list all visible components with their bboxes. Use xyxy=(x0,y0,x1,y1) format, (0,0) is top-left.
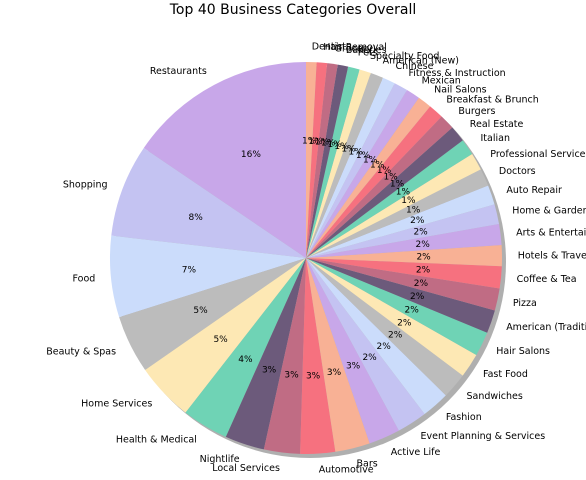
category-label-dentists: Dentists xyxy=(312,41,351,52)
category-label-pizza: Pizza xyxy=(513,298,537,309)
category-label-doctors: Doctors xyxy=(499,166,536,177)
pct-label-hair-salons: 2% xyxy=(405,306,420,316)
pct-label-arts-entertainment: 2% xyxy=(416,240,431,250)
pct-label-restaurants: 16% xyxy=(241,150,261,160)
category-label-hair-salons: Hair Salons xyxy=(496,346,550,357)
category-label-hotels-travel: Hotels & Travel xyxy=(518,251,586,262)
pct-label-home-garden: 2% xyxy=(413,228,428,238)
category-label-auto-repair: Auto Repair xyxy=(506,185,562,196)
pct-label-automotive: 3% xyxy=(306,371,321,381)
category-label-burgers: Burgers xyxy=(458,106,495,117)
category-label-fashion: Fashion xyxy=(446,412,482,423)
pct-label-doctors: 1% xyxy=(406,206,421,216)
pie-slices xyxy=(110,62,502,454)
category-label-italian: Italian xyxy=(481,133,510,144)
category-label-home-services: Home Services xyxy=(81,399,152,410)
pct-label-fast-food: 2% xyxy=(397,319,412,329)
pct-label-american-traditional: 2% xyxy=(410,292,425,302)
category-label-fast-food: Fast Food xyxy=(483,369,528,380)
pct-label-nightlife: 3% xyxy=(262,366,277,376)
category-label-health-medical: Health & Medical xyxy=(116,434,197,445)
category-label-restaurants: Restaurants xyxy=(150,66,207,77)
category-label-event-planning-services: Event Planning & Services xyxy=(421,431,546,442)
category-label-bars: Bars xyxy=(357,459,378,470)
pct-label-active-life: 3% xyxy=(346,362,361,372)
category-label-american-traditional: American (Traditional) xyxy=(506,322,586,333)
category-label-local-services: Local Services xyxy=(212,463,280,474)
pct-label-shopping: 8% xyxy=(189,213,204,223)
chart-title: Top 40 Business Categories Overall xyxy=(169,2,416,18)
pct-label-auto-repair: 2% xyxy=(410,216,425,226)
pct-label-dentists: 1% xyxy=(302,136,317,146)
category-label-shopping: Shopping xyxy=(63,179,108,190)
pct-label-pizza: 2% xyxy=(414,279,429,289)
category-label-coffee-tea: Coffee & Tea xyxy=(517,274,577,285)
category-label-sandwiches: Sandwiches xyxy=(467,391,523,402)
pct-label-health-medical: 4% xyxy=(238,355,253,365)
category-label-professional-services: Professional Services xyxy=(490,149,586,160)
pct-label-bars: 3% xyxy=(327,368,342,378)
pct-label-local-services: 3% xyxy=(284,371,299,381)
category-label-active-life: Active Life xyxy=(391,447,441,458)
category-label-breakfast-brunch: Breakfast & Brunch xyxy=(446,95,538,106)
pct-label-hotels-travel: 2% xyxy=(416,253,431,263)
category-label-real-estate: Real Estate xyxy=(470,119,524,130)
pct-label-coffee-tea: 2% xyxy=(416,266,431,276)
pct-label-professional-services: 1% xyxy=(401,196,416,206)
category-label-beauty-spas: Beauty & Spas xyxy=(46,347,116,358)
pct-label-sandwiches: 2% xyxy=(388,331,403,341)
category-label-food: Food xyxy=(73,273,96,284)
category-label-home-garden: Home & Garden xyxy=(512,206,586,217)
pct-label-event-planning-services: 2% xyxy=(362,353,377,363)
pct-label-food: 7% xyxy=(182,265,197,275)
pct-label-fashion: 2% xyxy=(377,342,392,352)
category-label-arts-entertainment: Arts & Entertainment xyxy=(516,228,586,239)
pct-label-home-services: 5% xyxy=(213,335,228,345)
pct-label-beauty-spas: 5% xyxy=(193,306,208,316)
